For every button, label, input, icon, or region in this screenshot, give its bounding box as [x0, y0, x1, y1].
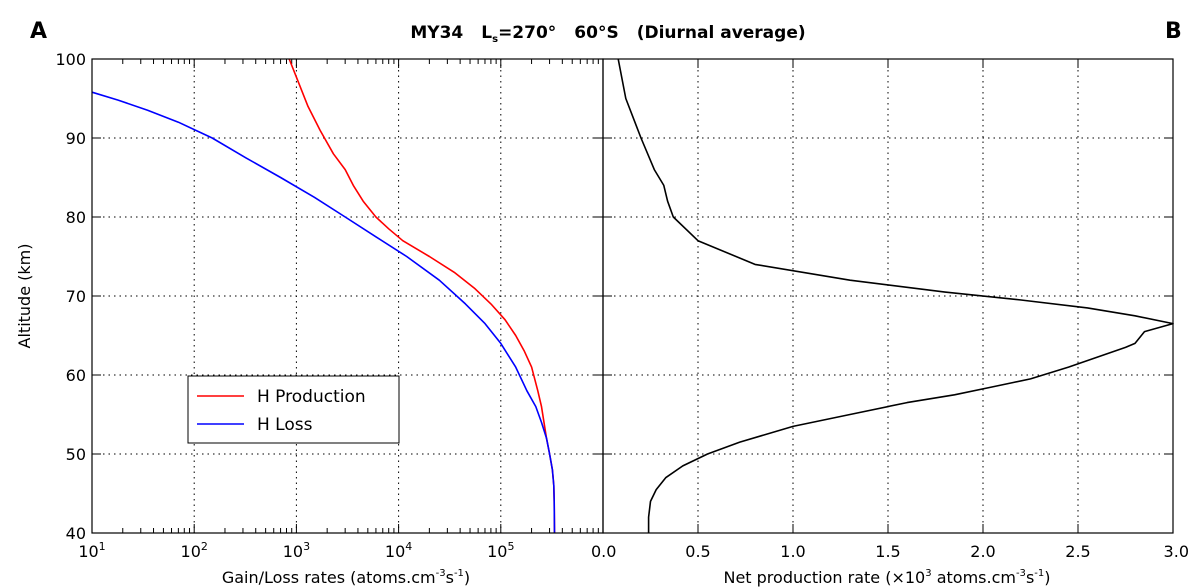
legend: H Production H Loss — [187, 375, 400, 444]
x-tick-label: 1.0 — [780, 542, 805, 561]
panel-b-xlabel: Net production rate (×103 atoms.cm-3s-1) — [723, 568, 1050, 587]
y-tick-label: 60 — [66, 366, 86, 385]
x-tick-label: 3.0 — [1164, 542, 1189, 561]
panel-b-grid — [603, 59, 1173, 533]
panel-a-ticks — [91, 58, 603, 534]
panel-a-xlabel: Gain/Loss rates (atoms.cm-3s-1) — [222, 568, 470, 587]
x-tick-label: 105 — [487, 540, 514, 561]
x-tick-label: 102 — [181, 540, 208, 561]
legend-label-loss: H Loss — [257, 415, 313, 435]
y-tick-label: 90 — [66, 129, 86, 148]
legend-label-production: H Production — [257, 387, 366, 407]
y-tick-label: 50 — [66, 445, 86, 464]
panel-b-series — [617, 58, 1174, 533]
panel-b-tick-labels: 0.0 0.5 1.0 1.5 2.0 2.5 3.0 — [591, 542, 1189, 561]
x-tick-label: 0.5 — [685, 542, 710, 561]
x-tick-label: 2.0 — [970, 542, 995, 561]
panel-a-tick-labels: 101 102 103 104 105 40 50 60 70 80 90 100 — [55, 50, 514, 561]
panel-a-frame — [91, 58, 604, 534]
y-tick-label: 80 — [66, 208, 86, 227]
panel-b-frame — [602, 58, 1174, 534]
series-h-loss-line — [91, 91, 556, 534]
x-tick-label: 1.5 — [875, 542, 900, 561]
y-tick-label: 40 — [66, 524, 86, 543]
panel-a-series — [91, 58, 556, 534]
panel-a: 101 102 103 104 105 40 50 60 70 80 90 100 Altitude … — [15, 50, 604, 587]
y-tick-label: 70 — [66, 287, 86, 306]
x-tick-label: 103 — [283, 540, 310, 561]
panel-a-grid — [92, 59, 603, 533]
panel-a-letter: A — [30, 19, 47, 44]
legend-box — [187, 375, 400, 444]
panel-b-letter: B — [1165, 19, 1182, 44]
panel-a-ylabel: Altitude (km) — [15, 244, 34, 349]
x-tick-label: 104 — [385, 540, 412, 561]
figure-title: MY34 Ls=270° 60°S (Diurnal average) — [410, 23, 805, 45]
series-net-production-line — [617, 58, 1174, 533]
x-tick-label: 0.0 — [591, 542, 616, 561]
panel-b: 0.0 0.5 1.0 1.5 2.0 2.5 3.0 Net production rat… — [591, 58, 1189, 587]
x-tick-label: 101 — [78, 540, 105, 561]
y-tick-label: 100 — [55, 50, 86, 69]
x-tick-label: 2.5 — [1065, 542, 1090, 561]
